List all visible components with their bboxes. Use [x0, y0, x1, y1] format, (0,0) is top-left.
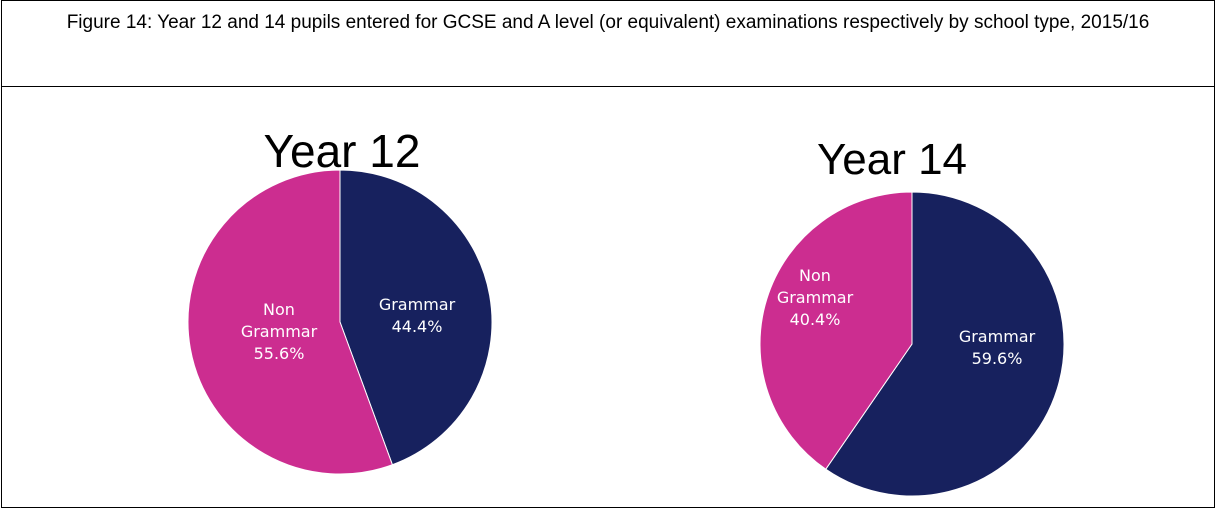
pie-slice-non-grammar — [759, 191, 913, 470]
slice-label-grammar: Grammar 44.4% — [379, 295, 456, 336]
pie-chart-2: Year 14 Grammar 59.6% Non Grammar 40.4% — [759, 135, 1065, 497]
slice-label-non-grammar: Non Grammar 40.4% — [777, 266, 854, 329]
pie-title: Year 14 — [817, 135, 967, 184]
slice-label-grammar: Grammar 59.6% — [959, 327, 1036, 368]
pie-chart-1: Year 12 Grammar 44.4% Non Grammar 55.6% — [187, 125, 493, 475]
pie-slice-grammar — [339, 169, 493, 466]
slice-label-non-grammar: Non Grammar 55.6% — [241, 300, 318, 363]
pie-title: Year 12 — [264, 125, 421, 177]
figure-title: Figure 14: Year 12 and 14 pupils entered… — [2, 1, 1214, 87]
pie-slice-grammar — [825, 191, 1065, 497]
pie-slice-non-grammar — [187, 169, 394, 475]
